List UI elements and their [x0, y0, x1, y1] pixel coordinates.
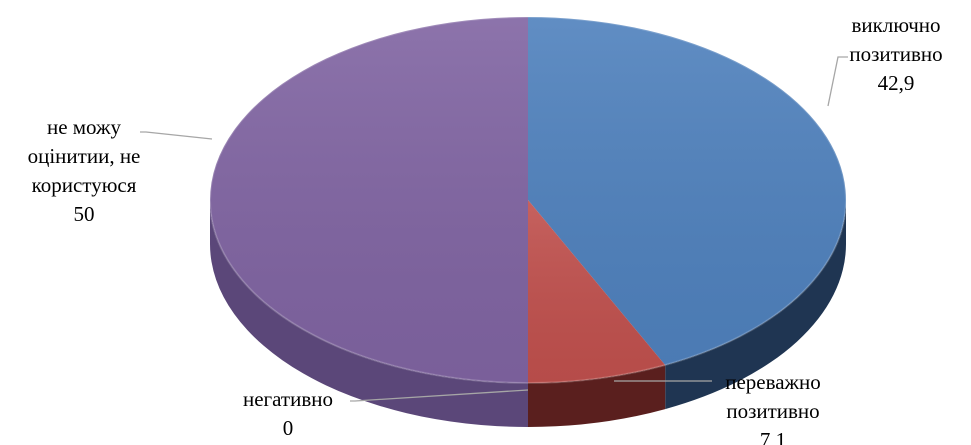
- data-label-category: переважно: [725, 370, 821, 394]
- data-label-value: 0: [283, 416, 294, 440]
- data-label-category: користуюся: [32, 173, 137, 197]
- data-label-category: позитивно: [726, 399, 819, 423]
- data-label-value: 7,1: [760, 428, 786, 445]
- pie-slice-sheen: [210, 17, 528, 383]
- leader-line: [827, 56, 848, 107]
- leader-line: [350, 389, 529, 402]
- pie-tops: [209, 16, 847, 384]
- data-label-category: виключно: [851, 13, 940, 37]
- pie-rim: [209, 16, 847, 384]
- pie-slice-side: [665, 200, 846, 410]
- data-label-value: 42,9: [878, 71, 915, 95]
- leader-line: [140, 131, 213, 140]
- pie-slice-sheen: [528, 200, 666, 383]
- data-label-category: негативно: [243, 387, 333, 411]
- pie-slice-side: [210, 200, 528, 427]
- data-label-category: не можу: [47, 115, 122, 139]
- data-label-category: оцінитии, не: [28, 144, 141, 168]
- data-label-category: позитивно: [849, 42, 942, 66]
- slice-labels: виключно позитивно 42,9 переважно позитивно 7…: [28, 13, 943, 445]
- leader-lines: [140, 56, 848, 402]
- data-label-value: 50: [74, 202, 95, 226]
- pie-slice-sheen: [528, 17, 846, 366]
